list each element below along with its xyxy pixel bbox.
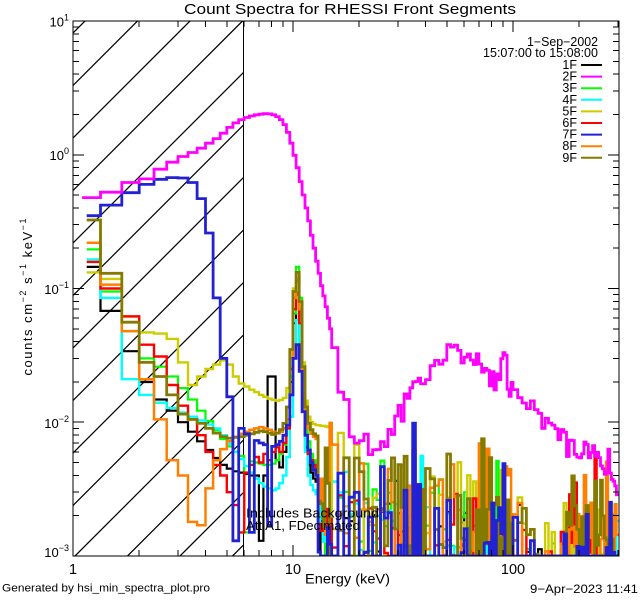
svg-text:1: 1 <box>69 562 77 578</box>
svg-text:10: 10 <box>285 562 301 578</box>
svg-text:5F: 5F <box>562 104 577 118</box>
svg-text:8F: 8F <box>562 139 577 153</box>
svg-text:Energy (keV): Energy (keV) <box>305 571 390 587</box>
svg-text:15:07:00 to 15:08:00: 15:07:00 to 15:08:00 <box>483 46 598 60</box>
svg-text:1F: 1F <box>562 58 577 72</box>
svg-text:6F: 6F <box>562 116 577 130</box>
svg-text:9−Apr−2023 11:41: 9−Apr−2023 11:41 <box>530 582 638 596</box>
svg-text:100: 100 <box>501 562 525 578</box>
svg-text:9F: 9F <box>562 151 577 165</box>
svg-text:7F: 7F <box>562 128 577 142</box>
svg-text:Includes Background: Includes Background <box>246 507 379 521</box>
svg-text:4F: 4F <box>562 93 577 107</box>
svg-text:1−Sep−2002: 1−Sep−2002 <box>527 35 598 49</box>
svg-text:2F: 2F <box>562 70 577 84</box>
svg-text:Att A1, FDecimated: Att A1, FDecimated <box>246 519 360 533</box>
svg-text:3F: 3F <box>562 81 577 95</box>
svg-text:Generated by hsi_min_spectra_p: Generated by hsi_min_spectra_plot.pro <box>2 583 210 595</box>
svg-text:Count Spectra for RHESSI Front: Count Spectra for RHESSI Front Segments <box>184 1 516 18</box>
